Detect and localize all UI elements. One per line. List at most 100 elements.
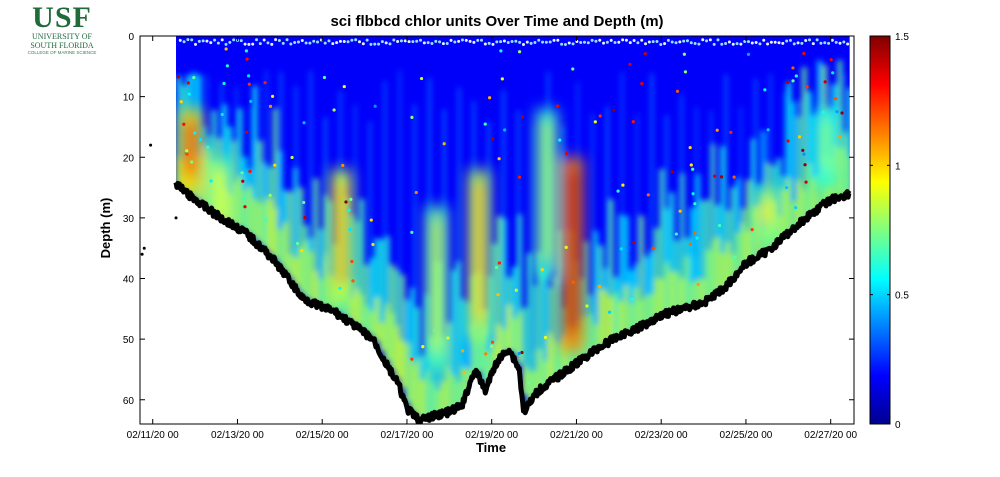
- field-strip: [287, 191, 294, 278]
- sample-point: [794, 205, 798, 210]
- surface-sample: [766, 42, 770, 46]
- field-streak: [709, 110, 713, 250]
- field-strip: [847, 88, 850, 195]
- surface-sample: [636, 41, 640, 45]
- sample-point: [640, 82, 644, 86]
- surface-sample: [365, 38, 369, 42]
- sample-point: [651, 246, 656, 250]
- surface-sample: [727, 40, 731, 44]
- sample-point: [675, 89, 680, 93]
- y-tick-label: 60: [123, 396, 135, 407]
- sample-point: [268, 193, 272, 197]
- field-strip: [526, 253, 533, 408]
- surface-sample: [369, 42, 373, 46]
- field-strip-bottom: [374, 297, 380, 342]
- field-strip-bottom: [415, 360, 421, 417]
- surface-sample: [441, 42, 445, 46]
- chlorophyll-patch-core: [761, 199, 773, 224]
- x-tick-label: 02/23/20 00: [635, 430, 688, 441]
- y-tick-label: 10: [123, 93, 135, 104]
- field-strip-bottom: [816, 173, 823, 210]
- sample-point: [750, 227, 754, 232]
- surface-sample: [556, 38, 560, 42]
- surface-sample: [712, 42, 716, 46]
- field-strip-bottom: [542, 360, 548, 388]
- surface-sample: [834, 40, 838, 44]
- surface-sample: [182, 40, 186, 44]
- sample-point: [786, 80, 790, 84]
- surface-sample: [567, 41, 571, 45]
- sample-point: [487, 96, 492, 100]
- surface-sample: [598, 38, 602, 42]
- surface-sample: [655, 40, 659, 44]
- sample-point: [632, 241, 636, 245]
- field-streak: [205, 75, 209, 159]
- sample-point: [240, 171, 244, 175]
- seafloor-trace: [140, 143, 852, 424]
- field-strip-bottom: [679, 278, 685, 310]
- sample-point: [564, 245, 568, 249]
- field-strip-bottom: [674, 271, 680, 312]
- field-streak: [176, 88, 179, 137]
- y-tick-label: 40: [123, 275, 135, 286]
- surface-sample: [746, 40, 750, 44]
- surface-sample: [651, 40, 655, 44]
- field-strip-bottom: [531, 370, 538, 400]
- field-streak: [413, 104, 416, 367]
- surface-sample: [811, 42, 815, 46]
- surface-sample: [392, 38, 396, 42]
- surface-sample: [560, 42, 564, 46]
- field-strip: [801, 67, 807, 222]
- sample-point: [670, 170, 674, 174]
- surface-sample: [335, 41, 339, 45]
- field-strip: [496, 216, 502, 363]
- field-strip-bottom: [521, 365, 528, 395]
- surface-sample: [544, 40, 548, 44]
- sample-point: [682, 52, 686, 56]
- field-strip-bottom: [308, 250, 314, 301]
- surface-sample: [216, 41, 220, 45]
- sample-point: [410, 115, 414, 119]
- field-strip: [298, 187, 304, 293]
- surface-sample: [510, 39, 514, 43]
- field-strip-bottom: [348, 297, 355, 322]
- sample-point: [695, 236, 699, 240]
- field-strip: [521, 307, 528, 395]
- sample-point: [543, 335, 548, 340]
- field-strip-bottom: [648, 293, 655, 322]
- field-strip: [552, 276, 558, 381]
- sample-point: [270, 94, 275, 98]
- surface-sample: [224, 42, 228, 46]
- field-strip-bottom: [231, 183, 238, 225]
- field-strip-bottom: [445, 366, 452, 413]
- sample-point: [607, 310, 612, 314]
- chlorophyll-patch-core: [473, 181, 485, 321]
- field-strip: [491, 243, 497, 376]
- field-strip-bottom: [603, 290, 609, 346]
- chlorophyll-patches: [179, 108, 838, 370]
- sample-point: [484, 352, 488, 356]
- surface-sample: [823, 41, 827, 45]
- sample-point: [691, 167, 695, 171]
- surface-sample: [583, 40, 587, 44]
- surface-sample: [632, 38, 636, 42]
- field-strip: [659, 169, 665, 317]
- sample-point: [347, 208, 351, 212]
- field-strip: [430, 337, 436, 418]
- field-strip: [231, 140, 238, 225]
- sample-point: [585, 304, 589, 308]
- y-axis: 0 10 20 30 40 50 60: [123, 32, 854, 407]
- sample-point: [193, 131, 197, 135]
- surface-sample: [705, 39, 709, 43]
- surface-sample: [251, 42, 255, 46]
- x-tick-label: 02/13/20 00: [211, 430, 264, 441]
- surface-sample: [735, 42, 739, 46]
- sample-point: [785, 186, 789, 190]
- field-strip-bottom: [404, 343, 411, 403]
- field-strip-bottom: [481, 326, 487, 383]
- surface-sample: [449, 38, 453, 42]
- sample-point: [497, 157, 501, 161]
- sample-point: [612, 108, 616, 112]
- field-streak: [591, 113, 594, 305]
- sample-point: [302, 121, 306, 125]
